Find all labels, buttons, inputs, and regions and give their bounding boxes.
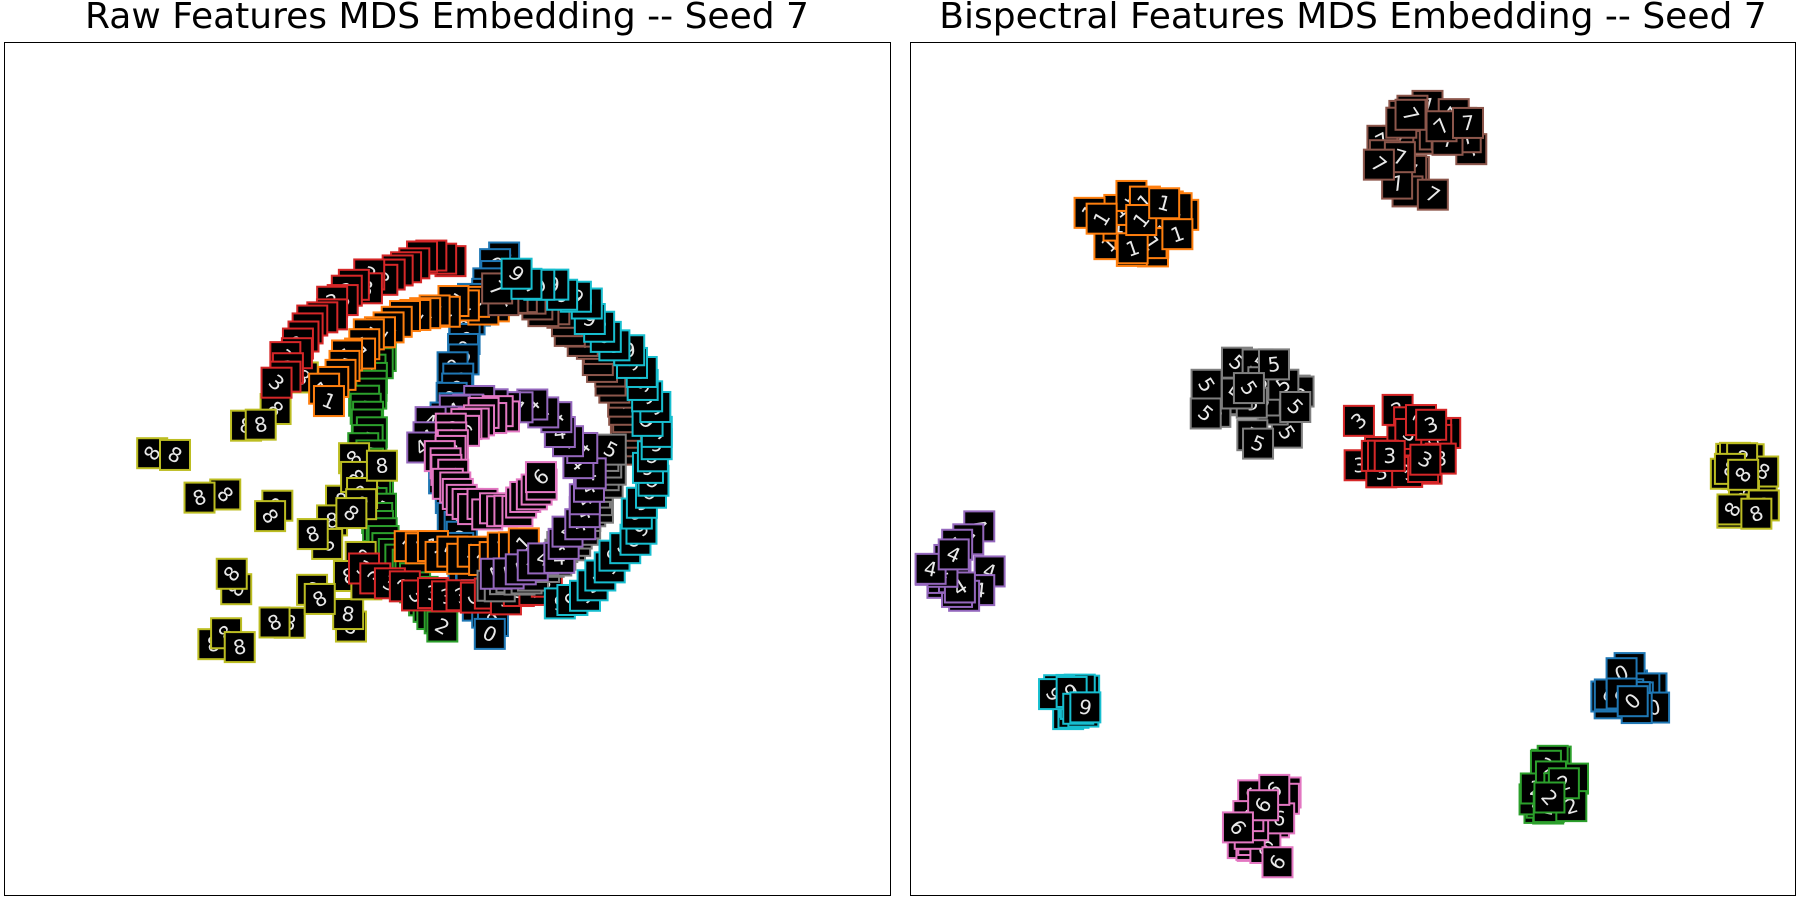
svg-text:7: 7 [1390, 144, 1409, 171]
svg-text:4: 4 [922, 556, 939, 582]
digit-thumbnail-marker: 5 [594, 433, 627, 466]
svg-text:2: 2 [1562, 793, 1581, 820]
digit-thumbnail-marker: 0 [473, 617, 506, 650]
digit-thumbnail-marker: 8 [215, 557, 248, 590]
digit-thumbnail-marker: 8 [332, 598, 365, 631]
digit-thumbnail-marker: 2 [426, 610, 459, 643]
digit-thumbnail-marker: 7 [1394, 98, 1427, 131]
scatter-plot: 7777777777777777777777777711111111111111… [914, 89, 1780, 879]
digit-thumbnail-marker: 3 [1342, 404, 1375, 437]
digit-thumbnail-marker: 1 [1085, 202, 1118, 235]
digit-thumbnail-marker: 5 [1242, 427, 1275, 460]
digit-thumbnail-marker: 2 [1533, 781, 1566, 814]
digit-thumbnail-marker: 8 [223, 631, 256, 664]
svg-text:8: 8 [374, 453, 389, 478]
digit-thumbnail-marker: 6 [1261, 846, 1294, 879]
digit-thumbnail-marker: 8 [303, 582, 336, 615]
digit-thumbnail-marker: 8 [183, 481, 216, 514]
svg-text:1: 1 [1155, 190, 1174, 216]
digit-thumbnail-marker: 7 [1362, 148, 1395, 181]
digit-thumbnail-marker: 5 [1279, 390, 1312, 423]
digit-thumbnail-marker: 8 [1727, 458, 1760, 491]
chart-left: 0000000000000000000000000000000000000000… [4, 42, 891, 896]
digit-thumbnail-marker: 6 [524, 461, 557, 494]
svg-text:8: 8 [340, 601, 356, 627]
digit-thumbnail-marker: 8 [1740, 497, 1773, 530]
digit-thumbnail-marker: 5 [1232, 372, 1265, 405]
svg-text:7: 7 [1461, 111, 1475, 136]
svg-text:5: 5 [1266, 352, 1281, 377]
digit-thumbnail-marker: 8 [365, 449, 398, 482]
digit-thumbnail-marker: 6 [1247, 789, 1280, 822]
digit-thumbnail-marker: 7 [1381, 167, 1414, 200]
digit-thumbnail-marker: 9 [500, 257, 533, 290]
digit-thumbnail-marker: 3 [1409, 443, 1442, 476]
digit-thumbnail-marker: 4 [937, 538, 970, 571]
digit-thumbnail-marker: 6 [1221, 811, 1254, 844]
svg-text:8: 8 [252, 412, 270, 438]
digit-thumbnail-marker: 5 [1189, 397, 1222, 430]
digit-thumbnail-marker: 8 [254, 500, 287, 533]
chart-right: 7777777777777777777777777711111111111111… [910, 42, 1796, 896]
digit-thumbnail-marker: 7 [1416, 178, 1449, 211]
digit-thumbnail-marker: 7 [1452, 106, 1485, 139]
panel-title-left: Raw Features MDS Embedding -- Seed 7 [85, 0, 809, 37]
digit-thumbnail-marker: 1 [1148, 187, 1181, 220]
digit-thumbnail-marker: 3 [1373, 439, 1406, 472]
digit-thumbnail-marker: 5 [1190, 368, 1223, 401]
digit-thumbnail-marker: 8 [159, 438, 192, 471]
digit-thumbnail-marker: 8 [258, 606, 291, 639]
svg-text:8: 8 [231, 634, 248, 660]
digit-thumbnail-marker: 9 [1069, 691, 1102, 724]
svg-text:9: 9 [1077, 694, 1094, 720]
panel-title-right: Bispectral Features MDS Embedding -- See… [939, 0, 1767, 37]
digit-thumbnail-marker: 8 [335, 497, 368, 530]
digit-thumbnail-marker: 1 [1116, 232, 1149, 265]
digit-thumbnail-marker: 0 [1616, 685, 1649, 718]
digit-thumbnail-marker: 1 [1161, 218, 1194, 251]
digit-thumbnail-marker: 3 [1415, 408, 1448, 441]
digit-thumbnail-marker: 1 [312, 385, 345, 418]
digit-thumbnail-marker: 8 [296, 518, 329, 551]
scatter-plot: 0000000000000000000000000000000000000000… [136, 239, 673, 664]
digit-thumbnail-marker: 8 [244, 408, 277, 441]
digit-thumbnail-marker: 3 [260, 366, 293, 399]
svg-text:3: 3 [1383, 444, 1396, 468]
